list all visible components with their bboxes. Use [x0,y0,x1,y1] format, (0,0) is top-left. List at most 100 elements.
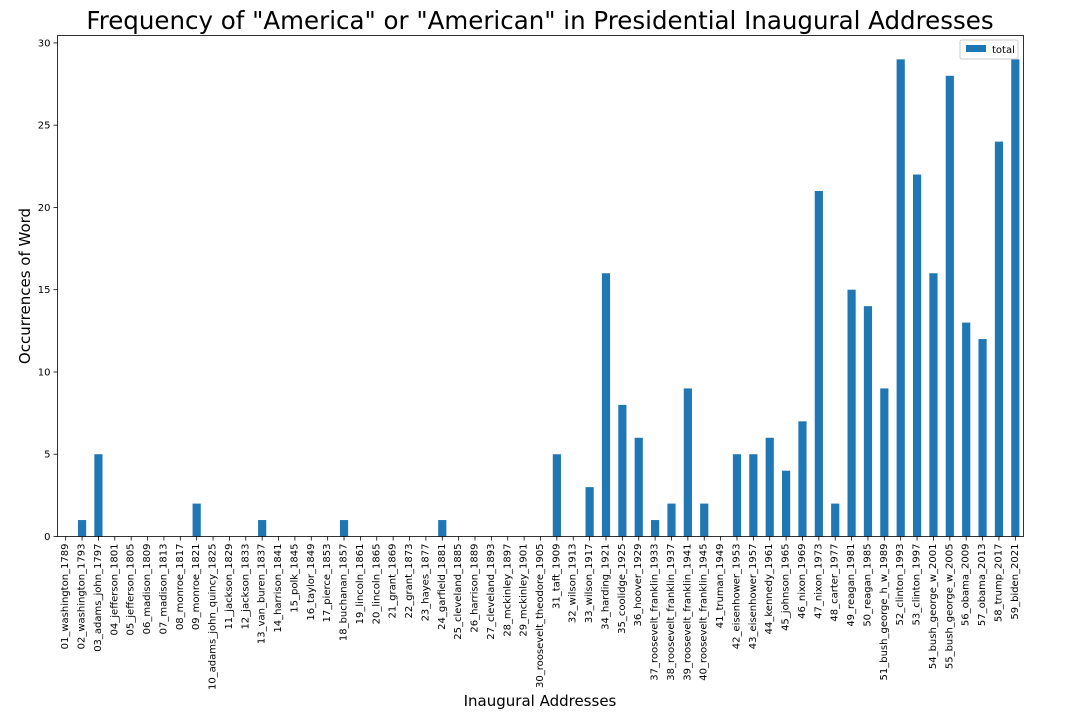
y-tick-label: 25 [38,121,51,132]
x-tick-label: 20_lincoln_1865 [371,544,382,625]
x-tick-label: 07_madison_1813 [158,544,169,635]
y-axis-label: Occurrences of Word [16,208,34,364]
x-tick-label: 52_clinton_1993 [895,544,906,626]
x-tick-label: 18_buchanan_1857 [339,544,350,642]
x-tick-label: 23_hayes_1877 [420,544,431,622]
x-tick-label: 55_bush_george_w_2005 [944,544,955,670]
x-tick-label: 38_roosevelt_franklin_1937 [666,544,677,681]
bar-56_obama_2009 [962,322,971,537]
x-tick-label: 53_clinton_1997 [912,544,923,626]
bar-31_taft_1909 [552,454,561,537]
x-tick-label: 39_roosevelt_franklin_1941 [682,544,693,681]
x-tick-label: 35_coolidge_1925 [617,544,628,634]
x-tick-label: 14_harrison_1841 [273,544,284,633]
x-tick-label: 17_pierce_1853 [322,544,333,623]
y-tick-label: 0 [44,532,50,543]
x-tick-label: 36_hoover_1929 [633,544,644,627]
bar-43_eisenhower_1957 [749,454,758,537]
bar-24_garfield_1881 [438,520,447,537]
bar-09_monroe_1821 [192,503,201,537]
x-tick-label: 08_monroe_1817 [175,544,186,631]
y-tick-label: 15 [38,285,51,296]
bar-55_bush_george_w_2005 [945,75,954,537]
x-tick-label: 30_roosevelt_theodore_1905 [535,544,546,688]
y-tick-label: 30 [38,38,51,49]
bar-58_trump_2017 [994,141,1004,537]
x-tick-label: 29_mckinley_1901 [519,544,530,637]
bar-46_nixon_1969 [798,421,807,537]
y-axis: 0 5 10 15 20 25 30 [38,38,58,543]
x-tick-label: 22_grant_1873 [404,544,415,619]
bar-34_harding_1921 [601,273,611,537]
bar-02_washington_1793 [77,520,87,537]
x-tick-label: 32_wilson_1913 [568,544,579,624]
bar-40_roosevelt_franklin_1945 [700,503,709,537]
x-tick-label: 33_wilson_1917 [584,544,595,624]
x-tick-label: 51_bush_george_h_w_1989 [879,544,890,681]
x-tick-label: 15_polk_1845 [289,544,300,613]
x-tick-label: 47_nixon_1973 [813,544,824,619]
x-tick-label: 06_madison_1809 [142,544,153,635]
x-tick-label: 49_reagan_1981 [846,544,857,627]
bar-47_nixon_1973 [814,190,823,537]
x-tick-label: 43_eisenhower_1957 [748,544,759,650]
x-tick-label: 58_trump_2017 [993,544,1004,623]
x-tick-label: 50_reagan_1985 [862,544,873,627]
x-tick-label: 16_taylor_1849 [306,544,317,621]
x-tick-label: 28_mckinley_1897 [502,544,513,637]
y-tick-label: 10 [38,367,51,378]
x-tick-label: 13_van_buren_1837 [257,544,268,645]
bar-57_obama_2013 [978,339,987,537]
x-tick-label: 21_grant_1869 [388,544,399,619]
x-tick-label: 42_eisenhower_1953 [731,544,742,650]
x-tick-label: 01_washington_1789 [60,544,71,650]
x-axis-label: Inaugural Addresses [464,692,617,710]
x-tick-label: 54_bush_george_w_2001 [928,544,939,670]
legend-box [959,39,1019,60]
bar-35_coolidge_1925 [618,404,627,537]
x-tick-label: 45_johnson_1965 [781,544,792,631]
x-tick-label: 09_monroe_1821 [191,544,202,631]
x-tick-label: 03_adams_john_1797 [93,544,104,652]
legend-swatch [966,45,986,52]
x-tick-label: 11_jackson_1829 [224,544,235,630]
bar-52_clinton_1993 [896,59,905,537]
bar-33_wilson_1917 [585,487,594,537]
y-tick-label: 20 [38,203,51,214]
x-tick-label: 59_biden_2021 [1010,543,1021,619]
x-tick-label: 02_washington_1793 [77,544,88,650]
x-tick-label: 46_nixon_1969 [797,544,808,619]
x-tick-label: 04_jefferson_1801 [109,544,120,636]
bar-42_eisenhower_1953 [732,454,742,537]
x-tick-label: 31_taft_1909 [551,544,562,610]
x-tick-label: 24_garfield_1881 [437,544,448,630]
plot-frame [57,35,1024,537]
bar-44_kennedy_1961 [765,437,774,537]
bar-03_adams_john_1797 [94,454,103,537]
x-tick-label: 34_harding_1921 [600,544,611,630]
x-axis: 01_washington_1789 02_washington_1793 03_a… [60,536,1021,690]
x-tick-label: 40_roosevelt_franklin_1945 [699,544,710,681]
bar-39_roosevelt_franklin_1941 [683,388,692,537]
x-tick-label: 25_cleveland_1885 [453,544,464,640]
bar-13_van_buren_1837 [258,520,267,537]
x-tick-label: 56_obama_2009 [961,543,972,626]
x-tick-label: 19_lincoln_1861 [355,544,366,625]
bar-49_reagan_1981 [847,289,856,537]
legend-label: total [992,45,1015,56]
chart-title: Frequency of "America" or "American" in … [86,6,994,35]
x-tick-label: 26_harrison_1889 [470,544,481,633]
bar-50_reagan_1985 [863,306,873,537]
bar-53_clinton_1997 [912,174,922,537]
bar-38_roosevelt_franklin_1937 [667,503,676,537]
x-tick-label: 27_cleveland_1893 [486,544,497,640]
bar-54_bush_george_w_2001 [929,273,938,537]
bar-18_buchanan_1857 [339,520,349,537]
legend: total [959,39,1019,60]
bar-51_bush_george_h_w_1989 [880,388,889,537]
bar-45_johnson_1965 [782,470,791,537]
x-tick-label: 48_carter_1977 [830,544,841,622]
x-tick-label: 12_jackson_1833 [240,544,251,630]
bar-59_biden_2021 [1011,59,1020,537]
